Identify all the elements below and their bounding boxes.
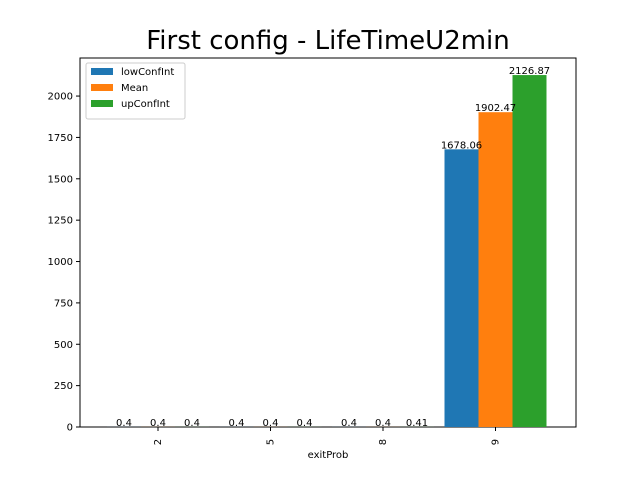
- legend-swatch-lowConfInt: [91, 68, 113, 75]
- y-tick-label-500: 500: [54, 340, 73, 351]
- legend[interactable]: lowConfInt Mean upConfInt: [85, 62, 186, 120]
- data-label-lowConfInt-5: 0.4: [229, 418, 245, 429]
- bars-group: [107, 75, 547, 428]
- bar-upConfInt-9: [512, 75, 547, 428]
- data-label-upConfInt-2: 0.4: [184, 418, 200, 429]
- x-tick-label-5: 5: [266, 439, 277, 445]
- legend-swatch-Mean: [91, 84, 113, 91]
- y-tick-label-1500: 1500: [48, 174, 73, 185]
- data-label-Mean-2: 0.4: [150, 418, 166, 429]
- legend-swatch-upConfInt: [91, 100, 113, 107]
- x-tick-label-8: 8: [378, 439, 389, 445]
- y-tick-label-1750: 1750: [48, 133, 73, 144]
- data-label-Mean-8: 0.4: [375, 418, 391, 429]
- bar-lowConfInt-9: [444, 149, 479, 427]
- x-axis: 2 5 8 9: [153, 427, 502, 445]
- y-tick-label-1250: 1250: [48, 216, 73, 227]
- data-label-upConfInt-8: 0.41: [406, 418, 428, 429]
- data-label-Mean-5: 0.4: [263, 418, 279, 429]
- data-label-lowConfInt-9: 1678.06: [441, 140, 482, 151]
- data-label-lowConfInt-8: 0.4: [341, 418, 357, 429]
- y-tick-label-250: 250: [54, 381, 73, 392]
- y-tick-label-2000: 2000: [48, 92, 73, 103]
- data-label-Mean-9: 1902.47: [475, 103, 516, 114]
- y-axis: 0 250 500 750 1000 1250 1500 1750 2000: [48, 92, 80, 434]
- y-tick-label-0: 0: [67, 423, 73, 434]
- y-tick-label-750: 750: [54, 298, 73, 309]
- bar-Mean-9: [478, 112, 513, 428]
- data-label-upConfInt-9: 2126.87: [509, 66, 550, 77]
- data-label-upConfInt-5: 0.4: [297, 418, 313, 429]
- legend-label-lowConfInt: lowConfInt: [121, 67, 174, 78]
- y-tick-label-1000: 1000: [48, 257, 73, 268]
- legend-label-Mean: Mean: [121, 83, 148, 94]
- chart-title: First config - LifeTimeU2min: [146, 26, 510, 56]
- data-labels-group: 0.4 0.4 0.4 0.4 0.4 0.4 0.4 0.4 0.41 1678.06 1902.…: [116, 66, 550, 429]
- plot-area: [79, 57, 577, 428]
- data-label-lowConfInt-2: 0.4: [116, 418, 132, 429]
- x-axis-label: exitProb: [308, 450, 349, 461]
- legend-label-upConfInt: upConfInt: [121, 99, 170, 110]
- x-tick-label-2: 2: [153, 439, 164, 445]
- x-tick-label-9: 9: [491, 439, 502, 445]
